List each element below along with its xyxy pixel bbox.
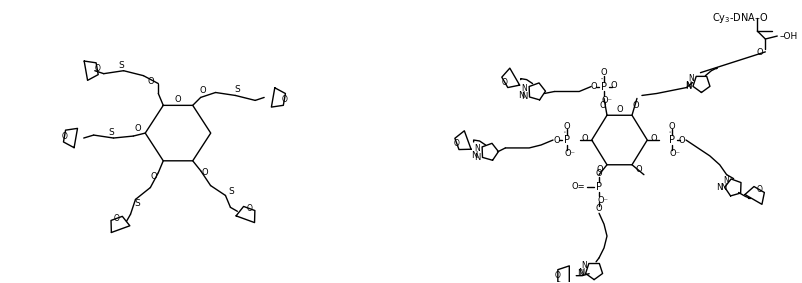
Text: O⁻: O⁻ xyxy=(564,149,575,158)
Text: O: O xyxy=(94,64,100,73)
Text: N: N xyxy=(581,261,586,270)
Text: O: O xyxy=(114,214,119,223)
Text: –OH: –OH xyxy=(778,31,796,40)
Text: P: P xyxy=(600,82,606,91)
Text: O: O xyxy=(755,185,761,194)
Text: O: O xyxy=(563,122,569,131)
Text: O: O xyxy=(650,134,657,143)
Text: N: N xyxy=(684,82,691,91)
Text: O: O xyxy=(554,271,560,280)
Text: O: O xyxy=(199,86,205,95)
Text: O⁻: O⁻ xyxy=(597,196,608,205)
Text: O: O xyxy=(632,101,638,110)
Text: O: O xyxy=(135,124,141,133)
Text: O⁻: O⁻ xyxy=(669,149,680,158)
Text: S: S xyxy=(135,199,140,208)
Text: O: O xyxy=(610,81,617,90)
Text: O: O xyxy=(596,165,602,174)
Text: O: O xyxy=(635,165,642,174)
Text: O: O xyxy=(553,136,560,145)
Text: S: S xyxy=(108,128,114,137)
Text: O: O xyxy=(595,169,602,178)
Text: O=: O= xyxy=(571,182,585,191)
Text: P: P xyxy=(668,135,674,145)
Text: N: N xyxy=(715,183,722,192)
Text: O: O xyxy=(595,204,602,213)
Text: O: O xyxy=(600,68,606,77)
Text: N: N xyxy=(474,144,480,153)
Text: N: N xyxy=(474,153,480,162)
Text: N: N xyxy=(517,91,524,100)
Text: P: P xyxy=(563,135,569,145)
Text: S: S xyxy=(119,61,124,70)
Text: O: O xyxy=(668,122,674,131)
Text: O: O xyxy=(453,140,460,148)
Text: O: O xyxy=(62,132,67,141)
Text: N: N xyxy=(719,183,726,192)
Text: O: O xyxy=(678,136,684,145)
Text: P: P xyxy=(595,182,602,192)
Text: O: O xyxy=(599,101,606,110)
Text: O: O xyxy=(615,105,622,114)
Text: N: N xyxy=(577,269,583,278)
Text: N: N xyxy=(520,84,526,93)
Text: N: N xyxy=(684,81,691,90)
Text: O: O xyxy=(501,78,507,87)
Text: O: O xyxy=(150,172,156,181)
Text: S: S xyxy=(229,187,234,196)
Text: N: N xyxy=(577,268,583,277)
Text: O: O xyxy=(246,204,252,213)
Text: O: O xyxy=(581,134,587,143)
Text: O: O xyxy=(755,48,762,57)
Text: N: N xyxy=(687,74,693,83)
Text: O: O xyxy=(201,168,208,177)
Text: O: O xyxy=(590,82,597,91)
Text: Cy$_3$-DNA–O: Cy$_3$-DNA–O xyxy=(711,11,768,25)
Text: O⁻: O⁻ xyxy=(601,96,612,105)
Text: S: S xyxy=(234,85,240,94)
Text: N: N xyxy=(723,177,728,185)
Text: N: N xyxy=(520,93,527,102)
Text: O: O xyxy=(281,95,287,104)
Text: O: O xyxy=(148,77,154,86)
Text: O: O xyxy=(175,95,181,104)
Text: N: N xyxy=(471,151,476,160)
